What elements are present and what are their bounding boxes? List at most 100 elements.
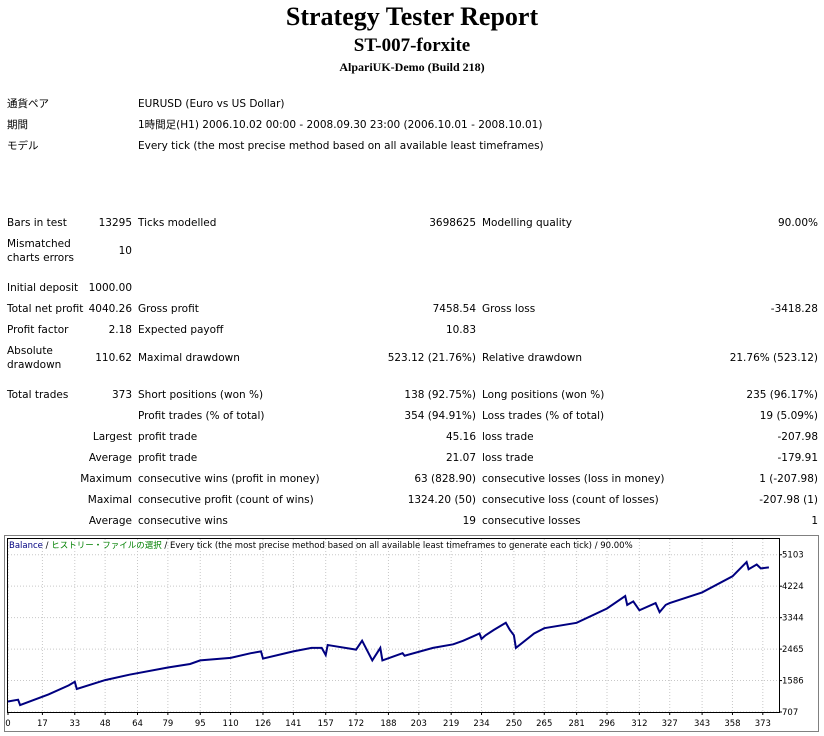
mcloss-value: -207.98 (1) [759, 494, 818, 506]
short-value: 138 (92.75%) [404, 389, 476, 401]
mcw-label: consecutive wins (profit in money) [138, 473, 320, 485]
reldd-label: Relative drawdown [482, 352, 583, 364]
symbol-value: EURUSD (Euro vs US Dollar) [138, 98, 285, 110]
x-tick-label: 172 [348, 719, 364, 729]
ll-value: -207.98 [777, 431, 818, 443]
y-tick-label: 1586 [782, 677, 804, 687]
quality-value: 90.00% [777, 217, 818, 229]
balance-line [7, 560, 770, 707]
ticks-value: 3698625 [429, 217, 476, 229]
x-tick-label: 110 [222, 719, 238, 729]
mismatch-label-2: charts errors [7, 252, 74, 264]
bars-label: Bars in test [7, 217, 67, 229]
plot-area-border [7, 538, 780, 713]
absdd-value: 110.62 [95, 352, 132, 364]
trades-value: 373 [111, 389, 132, 401]
x-tick-label: 95 [195, 719, 206, 729]
report-title: Strategy Tester Report [285, 2, 539, 31]
mcl-value: 1 (-207.98) [759, 473, 818, 485]
chart-legend: Balance / ヒストリー・ファイルの選択 / Every tick (th… [9, 540, 633, 551]
absdd-label-2: drawdown [7, 359, 62, 371]
trades-label: Total trades [7, 389, 69, 401]
grossloss-value: -3418.28 [770, 303, 818, 315]
x-tick-label: 343 [694, 719, 710, 729]
grossprofit-value: 7458.54 [432, 303, 476, 315]
maxdd-value: 523.12 (21.76%) [387, 352, 476, 364]
acl-label: consecutive losses [482, 515, 581, 527]
al-value: -179.91 [777, 452, 818, 464]
report-build: AlpariUK-Demo (Build 218) [339, 60, 485, 74]
absdd-label-1: Absolute [7, 345, 53, 357]
maximal-label: Maximal [87, 494, 132, 506]
acw-value: 19 [462, 515, 476, 527]
deposit-label: Initial deposit [7, 282, 79, 294]
ll-label: loss trade [482, 431, 534, 443]
average-label: Average [88, 452, 132, 464]
balance-chart-svg: 707 1586 2465 3344 4224 5103 0 17 33 48 64 79 95 110… [4, 535, 819, 732]
lp-label: profit trade [138, 431, 198, 443]
ltrades-label: Loss trades (% of total) [482, 410, 605, 422]
ptrades-value: 354 (94.91%) [404, 410, 476, 422]
x-tick-label: 358 [724, 719, 740, 729]
grossloss-label: Gross loss [482, 303, 536, 315]
y-tick-label: 5103 [782, 551, 804, 561]
al-label: loss trade [482, 452, 534, 464]
x-tick-label: 281 [569, 719, 585, 729]
x-tick-label: 373 [755, 719, 771, 729]
x-tick-label: 157 [318, 719, 334, 729]
period-label: 期間 [7, 119, 28, 131]
quality-label: Modelling quality [482, 217, 572, 229]
model-value: Every tick (the most precise method base… [138, 140, 544, 152]
x-tick-label: 64 [132, 719, 143, 729]
symbol-label: 通貨ペア [7, 98, 49, 110]
average2-label: Average [88, 515, 132, 527]
grossprofit-label: Gross profit [138, 303, 199, 315]
ap-value: 21.07 [445, 452, 476, 464]
lp-value: 45.16 [445, 431, 476, 443]
x-tick-label: 312 [631, 719, 647, 729]
y-tick-label: 3344 [782, 614, 804, 624]
short-label: Short positions (won %) [138, 389, 264, 401]
x-tick-label: 0 [5, 719, 10, 729]
legend-separator: / [43, 541, 51, 551]
balance-chart: 707 1586 2465 3344 4224 5103 0 17 33 48 64 79 95 110… [4, 535, 819, 732]
mcl-label: consecutive losses (loss in money) [482, 473, 665, 485]
mcp-label: consecutive profit (count of wins) [138, 494, 314, 506]
x-tick-label: 296 [599, 719, 615, 729]
legend-history-label[interactable]: ヒストリー・ファイルの選択 [51, 540, 162, 551]
x-tick-label: 265 [536, 719, 552, 729]
reldd-value: 21.76% (523.12) [729, 352, 818, 364]
report-subtitle: ST-007-forxite [353, 35, 471, 56]
pf-label: Profit factor [7, 324, 69, 336]
acl-value: 1 [811, 515, 818, 527]
x-tick-label: 327 [662, 719, 678, 729]
ticks-label: Ticks modelled [138, 217, 217, 229]
chart-frame [4, 535, 819, 732]
x-tick-label: 79 [162, 719, 173, 729]
acw-label: consecutive wins [138, 515, 228, 527]
mismatch-label-1: Mismatched [7, 238, 71, 250]
mcloss-label: consecutive loss (count of losses) [482, 494, 659, 506]
x-tick-label: 17 [37, 719, 48, 729]
long-label: Long positions (won %) [482, 389, 605, 401]
ptrades-label: Profit trades (% of total) [138, 410, 265, 422]
maximum-label: Maximum [80, 473, 132, 485]
pf-value: 2.18 [108, 324, 132, 336]
mismatch-value: 10 [118, 245, 132, 257]
payoff-value: 10.83 [445, 324, 476, 336]
y-tick-label: 707 [782, 708, 798, 718]
x-tick-label: 219 [443, 719, 459, 729]
x-tick-label: 48 [100, 719, 111, 729]
x-tick-label: 203 [411, 719, 427, 729]
ltrades-value: 19 (5.09%) [759, 410, 818, 422]
period-value: 1時間足(H1) 2006.10.02 00:00 - 2008.09.30 2… [138, 119, 543, 131]
y-axis: 707 1586 2465 3344 4224 5103 [779, 551, 804, 718]
mcp-value: 1324.20 (50) [407, 494, 476, 506]
x-tick-label: 141 [285, 719, 301, 729]
x-tick-label: 234 [473, 719, 489, 729]
y-tick-label: 2465 [782, 645, 804, 655]
x-axis: 0 17 33 48 64 79 95 110 126 141 157 172 188 203 219 234… [5, 712, 771, 729]
long-value: 235 (96.17%) [746, 389, 818, 401]
legend-series-label: Balance [9, 541, 43, 551]
x-tick-label: 33 [69, 719, 80, 729]
